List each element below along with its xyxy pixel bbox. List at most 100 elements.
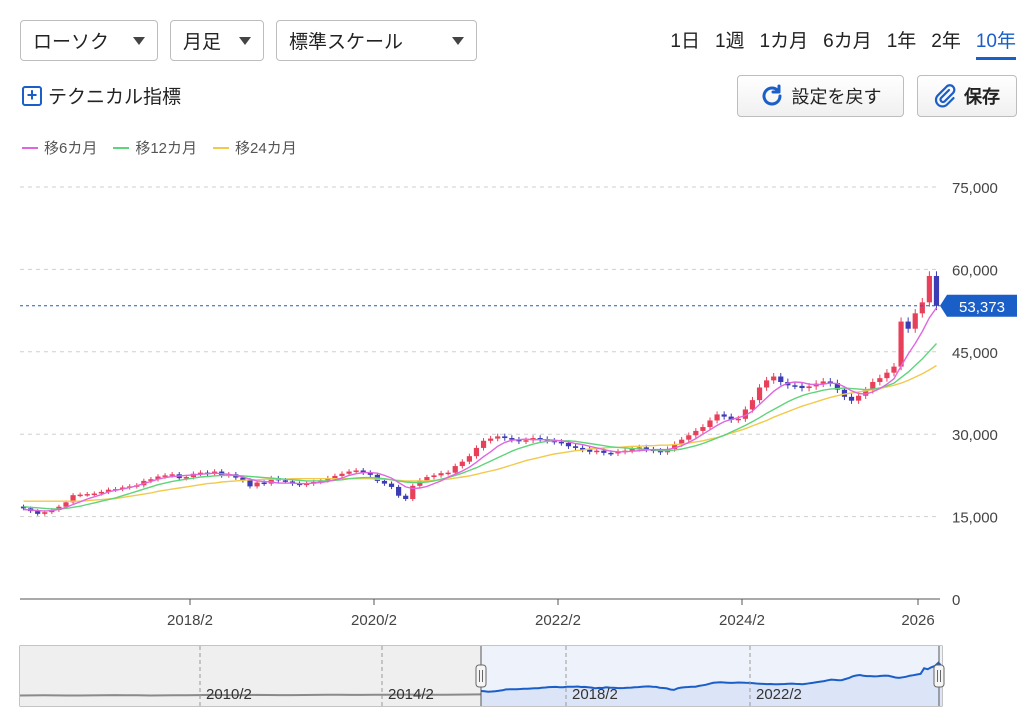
candle-body xyxy=(516,439,522,442)
navigator-left-handle[interactable] xyxy=(475,646,487,706)
price-chart[interactable]: 0 15,000 30,000 45,000 60,000 75,000 2018/2 202… xyxy=(0,160,1024,640)
y-tick-label: 60,000 xyxy=(952,262,998,279)
candle-body xyxy=(735,418,741,421)
candle-body xyxy=(565,442,572,447)
candle-body xyxy=(20,506,27,509)
candle-body xyxy=(360,470,366,473)
candle-body xyxy=(183,477,189,479)
candle-body xyxy=(672,444,678,450)
legend-swatch-ma24 xyxy=(213,146,230,149)
chart-type-select[interactable]: ローソク xyxy=(20,20,158,61)
range-tab-2y[interactable]: 2年 xyxy=(931,31,961,52)
current-price-badge xyxy=(940,294,1017,317)
navigator-area xyxy=(481,662,942,706)
candle-body xyxy=(728,416,734,420)
candle-body xyxy=(742,409,748,419)
candle-body xyxy=(898,321,904,367)
candle-body xyxy=(169,474,175,476)
navigator-x-label: 2010/2 xyxy=(206,686,252,703)
range-tab-6m[interactable]: 6カ月 xyxy=(823,31,872,52)
candle-body xyxy=(636,447,642,450)
candle-body xyxy=(764,380,770,388)
candle-body xyxy=(749,400,756,410)
candle-body xyxy=(827,381,833,384)
candle-body xyxy=(615,451,621,454)
candle-body xyxy=(381,480,388,484)
candle-body xyxy=(410,485,416,500)
candle-body xyxy=(296,483,303,486)
navigator-handle-grip xyxy=(475,664,487,688)
candle-body xyxy=(714,414,720,421)
candle-body xyxy=(480,440,487,448)
chart-type-value: ローソク xyxy=(33,32,110,53)
range-tab-1w[interactable]: 1週 xyxy=(714,31,745,52)
candle-body xyxy=(105,489,112,492)
period-select[interactable]: 月足 xyxy=(170,20,264,61)
x-tick-label: 2026 xyxy=(901,612,934,629)
candle-body xyxy=(537,438,543,440)
candle-body xyxy=(856,395,862,401)
candle-body xyxy=(84,494,90,496)
candle-body xyxy=(686,435,692,440)
candle-body xyxy=(693,430,699,436)
candle-body xyxy=(912,313,918,329)
candle-body xyxy=(877,378,883,382)
candle-body xyxy=(495,436,501,439)
y-tick-label: 75,000 xyxy=(952,180,998,197)
candle-body xyxy=(346,471,352,474)
candle-body xyxy=(254,482,260,487)
candle-body xyxy=(70,495,76,503)
candle-body xyxy=(502,436,508,439)
candle-body xyxy=(459,461,465,467)
candle-body xyxy=(240,477,246,481)
range-tab-1m[interactable]: 1カ月 xyxy=(759,31,809,52)
candle-body xyxy=(657,450,664,453)
candle-body xyxy=(445,472,451,475)
candle-body xyxy=(558,441,564,444)
candle-body xyxy=(473,447,480,457)
range-tab-1d[interactable]: 1日 xyxy=(670,31,700,52)
save-button[interactable]: 保存 xyxy=(917,75,1017,117)
navigator-right-handle[interactable] xyxy=(933,646,945,706)
candle-body xyxy=(863,390,869,396)
candle-body xyxy=(891,366,897,373)
candle-body xyxy=(120,487,126,490)
candle-body xyxy=(806,386,812,389)
x-tick-label: 2024/2 xyxy=(719,612,765,629)
candle-body xyxy=(466,456,472,462)
legend-item-ma12[interactable]: 移12カ月 xyxy=(113,137,197,158)
y-tick-label: 45,000 xyxy=(952,345,998,362)
range-tab-10y[interactable]: 10年 xyxy=(975,26,1016,60)
save-label: 保存 xyxy=(964,87,1000,107)
candle-body xyxy=(679,439,685,445)
candle-body xyxy=(551,440,557,443)
technical-indicators-toggle[interactable]: + テクニカル指標 xyxy=(22,82,181,109)
range-tab-1y[interactable]: 1年 xyxy=(886,31,917,52)
candle-body xyxy=(643,447,649,450)
candle-body xyxy=(778,376,784,382)
candle-body xyxy=(848,396,855,401)
chevron-down-icon xyxy=(452,37,464,45)
candle-body xyxy=(396,486,402,496)
legend-label-ma12: 移12カ月 xyxy=(135,140,198,157)
candle-body xyxy=(77,494,83,497)
scale-select[interactable]: 標準スケール xyxy=(276,20,477,61)
ma12-line xyxy=(23,343,938,510)
candle-body xyxy=(304,483,310,486)
navigator-series-line xyxy=(480,661,943,693)
candle-body xyxy=(91,493,97,496)
plus-box-icon: + xyxy=(22,85,42,106)
candle-body xyxy=(756,387,763,401)
legend-item-ma6[interactable]: 移6カ月 xyxy=(22,137,97,158)
candle-body xyxy=(98,491,104,494)
x-tick-label: 2018/2 xyxy=(167,612,213,629)
candle-body xyxy=(148,479,154,481)
reset-settings-button[interactable]: 設定を戻す xyxy=(737,75,904,117)
technical-indicators-label: テクニカル指標 xyxy=(48,87,182,108)
refresh-icon xyxy=(762,84,781,106)
range-navigator[interactable]: 2010/2 2014/2 2018/2 2022/2 xyxy=(0,640,1024,711)
candle-body xyxy=(35,511,41,514)
legend-item-ma24[interactable]: 移24カ月 xyxy=(213,137,297,158)
candle-body xyxy=(332,475,338,479)
candle-body xyxy=(403,495,409,500)
